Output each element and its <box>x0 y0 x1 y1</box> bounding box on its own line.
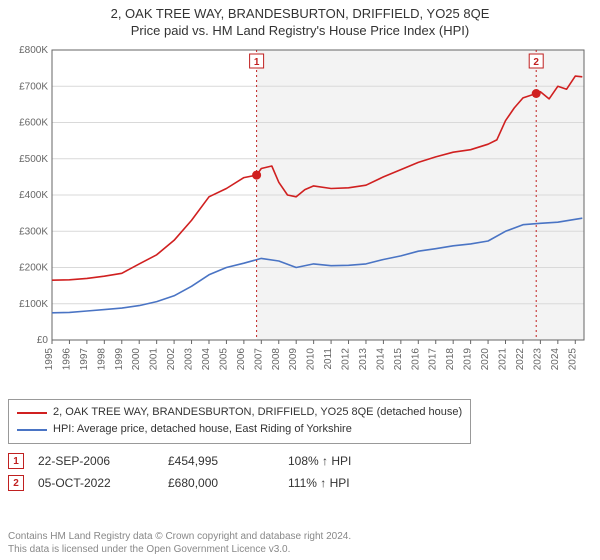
svg-text:£200K: £200K <box>19 262 48 273</box>
svg-text:2012: 2012 <box>341 347 352 370</box>
svg-text:1998: 1998 <box>96 347 107 370</box>
svg-text:2001: 2001 <box>149 347 160 370</box>
footnote-line: Contains HM Land Registry data © Crown c… <box>8 530 592 543</box>
svg-text:£800K: £800K <box>19 45 48 56</box>
svg-text:2021: 2021 <box>498 347 509 370</box>
svg-text:£300K: £300K <box>19 226 48 237</box>
chart-title: 2, OAK TREE WAY, BRANDESBURTON, DRIFFIEL… <box>8 6 592 23</box>
svg-text:2010: 2010 <box>306 347 317 370</box>
svg-text:1: 1 <box>254 57 260 68</box>
event-marker: 2 <box>8 475 24 491</box>
svg-text:2016: 2016 <box>410 347 421 370</box>
svg-text:£100K: £100K <box>19 299 48 310</box>
svg-text:2022: 2022 <box>515 347 526 370</box>
svg-text:2013: 2013 <box>358 347 369 370</box>
event-date: 05-OCT-2022 <box>38 476 168 490</box>
svg-text:£700K: £700K <box>19 81 48 92</box>
chart-subtitle: Price paid vs. HM Land Registry's House … <box>8 23 592 40</box>
svg-text:£0: £0 <box>37 335 49 346</box>
event-row: 1 22-SEP-2006 £454,995 108% ↑ HPI <box>8 450 592 472</box>
svg-text:2020: 2020 <box>480 347 491 370</box>
svg-text:1995: 1995 <box>44 347 55 370</box>
event-marker: 1 <box>8 453 24 469</box>
svg-text:2018: 2018 <box>445 347 456 370</box>
svg-text:1997: 1997 <box>79 347 90 370</box>
svg-text:2: 2 <box>533 57 539 68</box>
svg-text:2008: 2008 <box>271 347 282 370</box>
svg-text:2002: 2002 <box>166 347 177 370</box>
svg-text:2005: 2005 <box>218 347 229 370</box>
legend-label: HPI: Average price, detached house, East… <box>53 421 352 439</box>
svg-text:2004: 2004 <box>201 347 212 370</box>
svg-text:1996: 1996 <box>61 347 72 370</box>
chart-header: 2, OAK TREE WAY, BRANDESBURTON, DRIFFIEL… <box>8 6 592 40</box>
svg-text:2025: 2025 <box>567 347 578 370</box>
svg-text:2015: 2015 <box>393 347 404 370</box>
svg-text:2023: 2023 <box>532 347 543 370</box>
svg-text:2011: 2011 <box>323 347 334 369</box>
legend-swatch <box>17 412 47 414</box>
event-pct: 108% ↑ HPI <box>288 454 408 468</box>
event-date: 22-SEP-2006 <box>38 454 168 468</box>
svg-text:2009: 2009 <box>288 347 299 370</box>
event-price: £680,000 <box>168 476 288 490</box>
legend-item: HPI: Average price, detached house, East… <box>17 421 462 439</box>
footnote-line: This data is licensed under the Open Gov… <box>8 543 592 556</box>
footnotes: Contains HM Land Registry data © Crown c… <box>8 530 592 556</box>
svg-text:2024: 2024 <box>550 347 561 370</box>
events-table: 1 22-SEP-2006 £454,995 108% ↑ HPI 2 05-O… <box>8 450 592 494</box>
legend-item: 2, OAK TREE WAY, BRANDESBURTON, DRIFFIEL… <box>17 404 462 422</box>
chart: £0 £100K £200K £300K £400K £500K £600K £700K £80… <box>8 44 592 393</box>
event-row: 2 05-OCT-2022 £680,000 111% ↑ HPI <box>8 472 592 494</box>
svg-text:2014: 2014 <box>375 347 386 370</box>
svg-text:2000: 2000 <box>131 347 142 370</box>
legend-label: 2, OAK TREE WAY, BRANDESBURTON, DRIFFIEL… <box>53 404 462 422</box>
legend-swatch <box>17 429 47 431</box>
svg-text:2017: 2017 <box>428 347 439 370</box>
svg-text:2006: 2006 <box>236 347 247 370</box>
svg-text:£500K: £500K <box>19 154 48 165</box>
legend: 2, OAK TREE WAY, BRANDESBURTON, DRIFFIEL… <box>8 399 471 444</box>
svg-text:2003: 2003 <box>184 347 195 370</box>
chart-svg: £0 £100K £200K £300K £400K £500K £600K £700K £80… <box>8 44 592 388</box>
event-pct: 111% ↑ HPI <box>288 476 408 490</box>
svg-text:£600K: £600K <box>19 117 48 128</box>
svg-text:2007: 2007 <box>253 347 264 370</box>
svg-text:2019: 2019 <box>463 347 474 370</box>
svg-text:1999: 1999 <box>114 347 125 370</box>
svg-text:£400K: £400K <box>19 190 48 201</box>
event-price: £454,995 <box>168 454 288 468</box>
